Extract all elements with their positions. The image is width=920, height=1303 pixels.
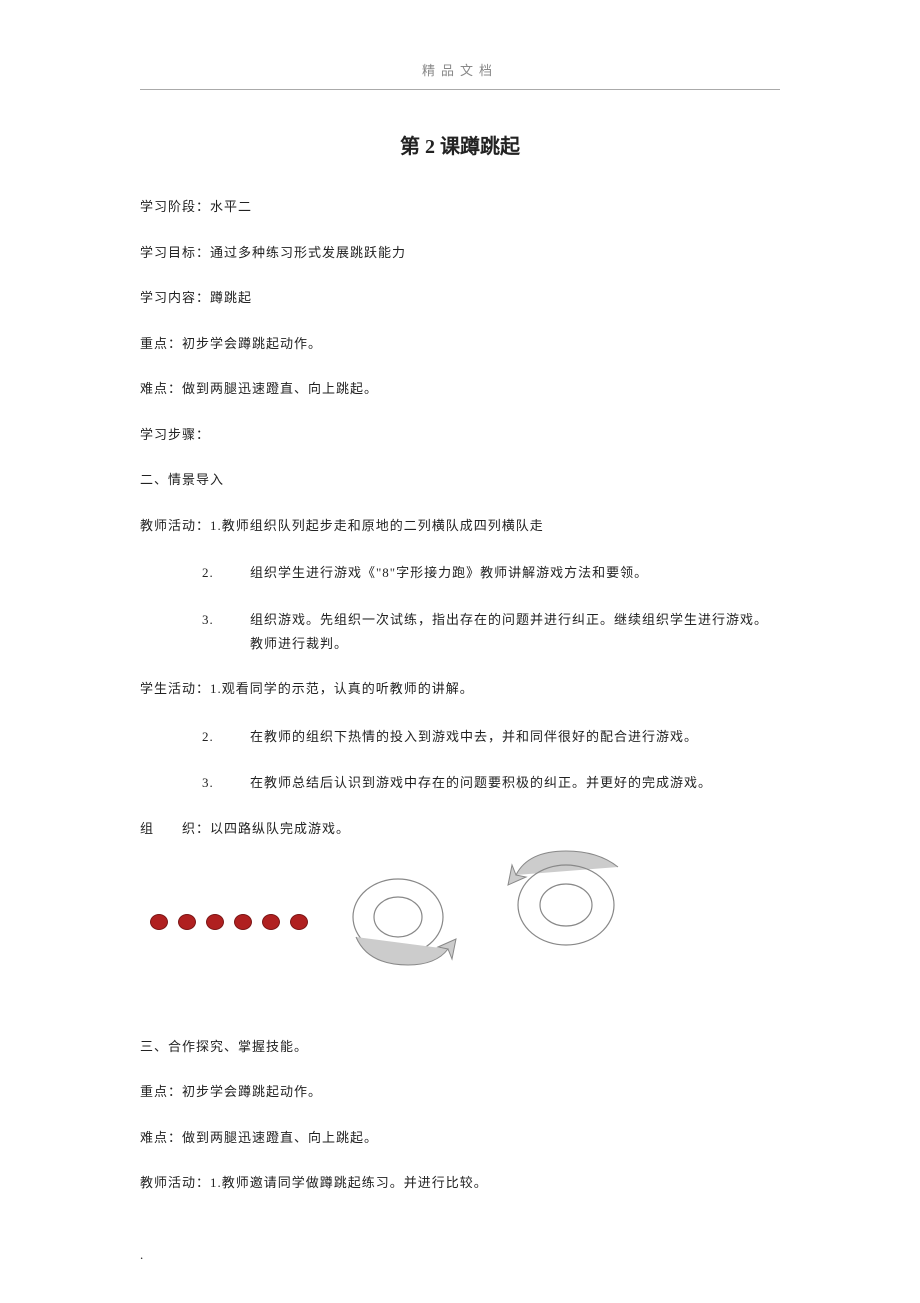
footer-mark: .	[140, 1247, 143, 1263]
keypoint-line: 重点：初步学会蹲跳起动作。	[140, 334, 780, 354]
steps-line: 学习步骤：	[140, 425, 780, 445]
section3-heading: 三、合作探究、掌握技能。	[140, 1037, 780, 1057]
formation-diagram	[150, 867, 780, 977]
student-activity-3: 3. 在教师总结后认识到游戏中存在的问题要积极的纠正。并更好的完成游戏。	[140, 771, 780, 796]
item-text: 在教师总结后认识到游戏中存在的问题要积极的纠正。并更好的完成游戏。	[250, 771, 780, 796]
teacher-activity-section3: 教师活动：1.教师邀请同学做蹲跳起练习。并进行比较。	[140, 1173, 780, 1193]
difficulty-2: 难点：做到两腿迅速蹬直、向上跳起。	[140, 1128, 780, 1148]
page-header: 精品文档	[140, 60, 780, 85]
dot-icon	[206, 914, 224, 930]
keypoint-2: 重点：初步学会蹲跳起动作。	[140, 1082, 780, 1102]
dot-icon	[150, 914, 168, 930]
item-text: 组织游戏。先组织一次试练，指出存在的问题并进行纠正。继续组织学生进行游戏。教师进…	[250, 608, 780, 657]
student-activity-2: 2. 在教师的组织下热情的投入到游戏中去，并和同伴很好的配合进行游戏。	[140, 725, 780, 750]
teacher-activity-3: 3. 组织游戏。先组织一次试练，指出存在的问题并进行纠正。继续组织学生进行游戏。…	[140, 608, 780, 657]
dot-icon	[262, 914, 280, 930]
section2-heading: 二、情景导入	[140, 470, 780, 490]
item-number: 2.	[140, 725, 250, 750]
stage-line: 学习阶段：水平二	[140, 197, 780, 217]
item-number: 2.	[140, 561, 250, 586]
spiral-arrow-icon	[498, 847, 638, 967]
teacher-activity-2: 2. 组织学生进行游戏《"8"字形接力跑》教师讲解游戏方法和要领。	[140, 561, 780, 586]
lesson-title: 第 2 课蹲跳起	[140, 130, 780, 159]
header-rule	[140, 89, 780, 90]
dot-icon	[178, 914, 196, 930]
organization-line: 组 织：以四路纵队完成游戏。	[140, 818, 780, 837]
goal-line: 学习目标：通过多种练习形式发展跳跃能力	[140, 243, 780, 263]
dot-icon	[290, 914, 308, 930]
dots-group	[150, 914, 308, 930]
teacher-activity-1: 教师活动：1.教师组织队列起步走和原地的二列横队成四列横队走	[140, 516, 780, 536]
difficulty-line: 难点：做到两腿迅速蹬直、向上跳起。	[140, 379, 780, 399]
dot-icon	[234, 914, 252, 930]
item-number: 3.	[140, 771, 250, 796]
item-text: 组织学生进行游戏《"8"字形接力跑》教师讲解游戏方法和要领。	[250, 561, 780, 586]
document-page: 精品文档 第 2 课蹲跳起 学习阶段：水平二 学习目标：通过多种练习形式发展跳跃…	[0, 0, 920, 1259]
student-activity-1: 学生活动：1.观看同学的示范，认真的听教师的讲解。	[140, 679, 780, 699]
org-text: 以四路纵队完成游戏。	[210, 821, 350, 836]
content-line: 学习内容：蹲跳起	[140, 288, 780, 308]
item-text: 在教师的组织下热情的投入到游戏中去，并和同伴很好的配合进行游戏。	[250, 725, 780, 750]
spiral-arrow-icon	[338, 867, 468, 977]
org-label: 组 织：	[140, 818, 210, 837]
item-number: 3.	[140, 608, 250, 657]
